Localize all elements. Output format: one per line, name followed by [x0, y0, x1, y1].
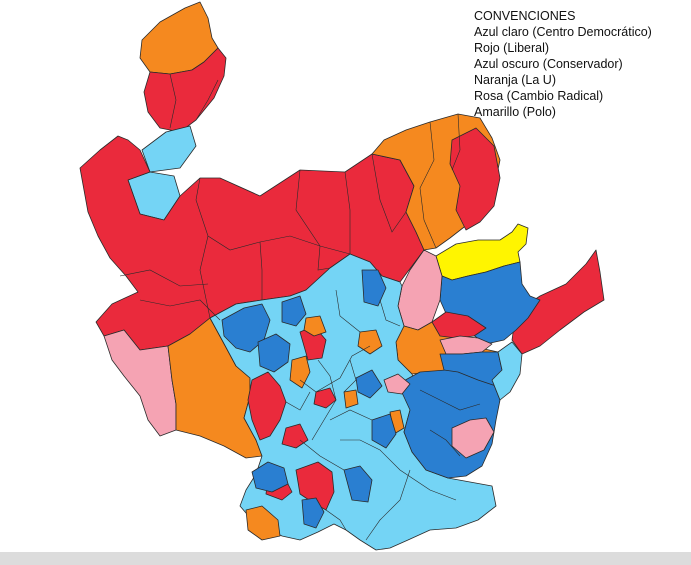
municipal-borders	[119, 73, 481, 541]
region-south-orange-1	[245, 505, 281, 541]
region-center-orange-4	[343, 389, 359, 409]
region-darkblue-center-1	[361, 269, 387, 307]
region-center-red-small	[313, 387, 337, 409]
legend-item-cambio-radical: Rosa (Cambio Radical)	[474, 89, 604, 103]
region-center-red-3	[281, 423, 309, 449]
region-center-orange-2	[289, 355, 311, 389]
region-red-center-right	[431, 311, 487, 339]
footer-bar	[0, 552, 691, 565]
map-legend: CONVENCIONES Azul claro (Centro Democrát…	[474, 8, 652, 120]
antioquia-party-map	[79, 1, 605, 551]
legend-item-la-u: Naranja (La U)	[474, 73, 556, 87]
region-darkblue-south-2	[301, 497, 325, 529]
region-darkblue-center-2	[281, 295, 307, 327]
region-northeast-red	[449, 127, 501, 231]
region-darkblue-south-3	[343, 465, 373, 503]
region-north-red-1	[143, 47, 227, 133]
region-darkblue-center-3	[355, 369, 383, 399]
region-north-lightblue-1	[141, 125, 197, 173]
region-darkblue-center-4	[371, 413, 397, 449]
region-darkblue-south-1	[251, 461, 289, 493]
region-center-orange-3	[357, 329, 383, 355]
legend-item-centro-democratico: Azul claro (Centro Democrático)	[474, 25, 652, 39]
region-east-lightblue	[491, 341, 523, 401]
region-center-orange-1	[303, 315, 327, 337]
legend-item-conservador: Azul oscuro (Conservador)	[474, 57, 623, 71]
region-center-red-south	[295, 461, 335, 511]
region-darkblue-west-2	[257, 333, 291, 373]
legend-title: CONVENCIONES	[474, 9, 576, 23]
legend-item-polo: Amarillo (Polo)	[474, 105, 556, 119]
region-southeast-pink	[451, 417, 495, 459]
legend-item-liberal: Rojo (Liberal)	[474, 41, 550, 55]
region-center-red-1	[247, 371, 287, 441]
region-center-pink-small	[383, 373, 411, 395]
